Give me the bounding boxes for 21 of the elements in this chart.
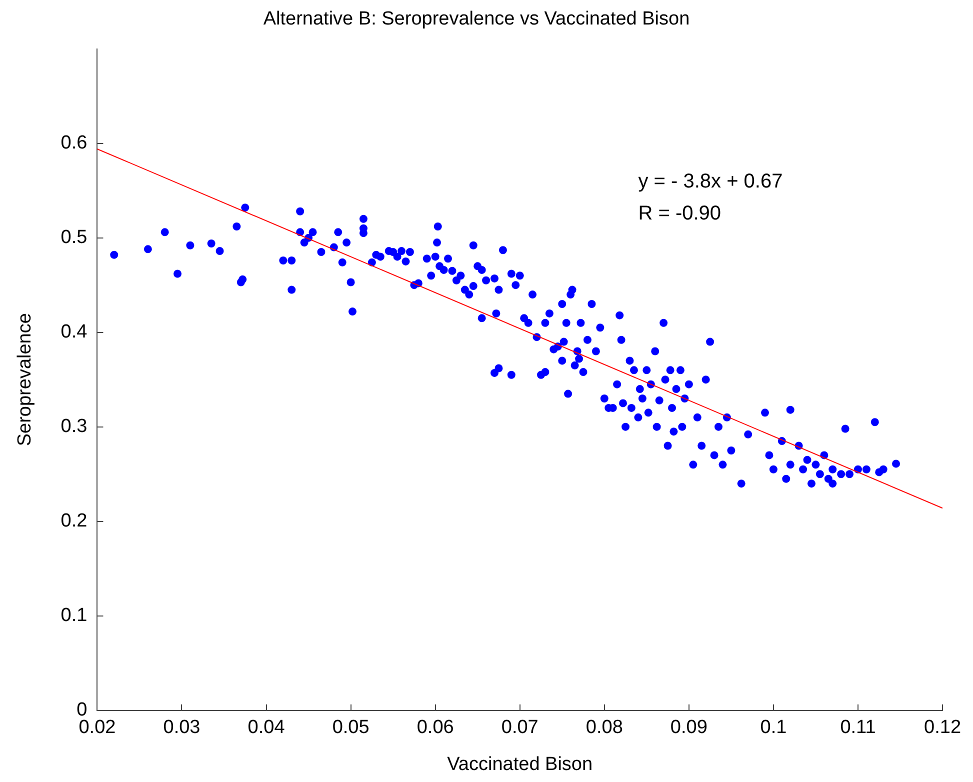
x-tick-label: 0.11 [840,717,876,738]
x-axis-title: Vaccinated Bison [447,754,593,775]
x-tick-label: 0.03 [163,717,200,738]
x-tick-label: 0.08 [586,717,623,738]
y-tick-label: 0.5 [60,227,88,248]
annotation: R = -0.90 [638,202,722,224]
y-tick-label: 0.2 [60,510,88,532]
x-tick-label: 0.07 [501,717,538,738]
x-tick-label: 0.1 [760,717,787,738]
y-tick-label: 0.6 [60,132,88,154]
annotation: y = - 3.8x + 0.67 [638,170,783,192]
x-tick-label: 0.12 [924,717,961,738]
x-tick-label: 0.09 [670,717,708,738]
chart-title: Alternative B: Seroprevalence vs Vaccinated Bison [263,8,690,30]
y-axis-title: Seroprevalence [14,313,36,446]
x-tick-label: 0.05 [332,717,370,738]
y-tick-label: 0.1 [60,605,88,626]
x-tick-label: 0.06 [416,717,454,738]
y-tick-label: 0.3 [60,416,88,438]
y-tick-label: 0.4 [60,322,88,343]
x-tick-label: 0.04 [248,717,286,738]
